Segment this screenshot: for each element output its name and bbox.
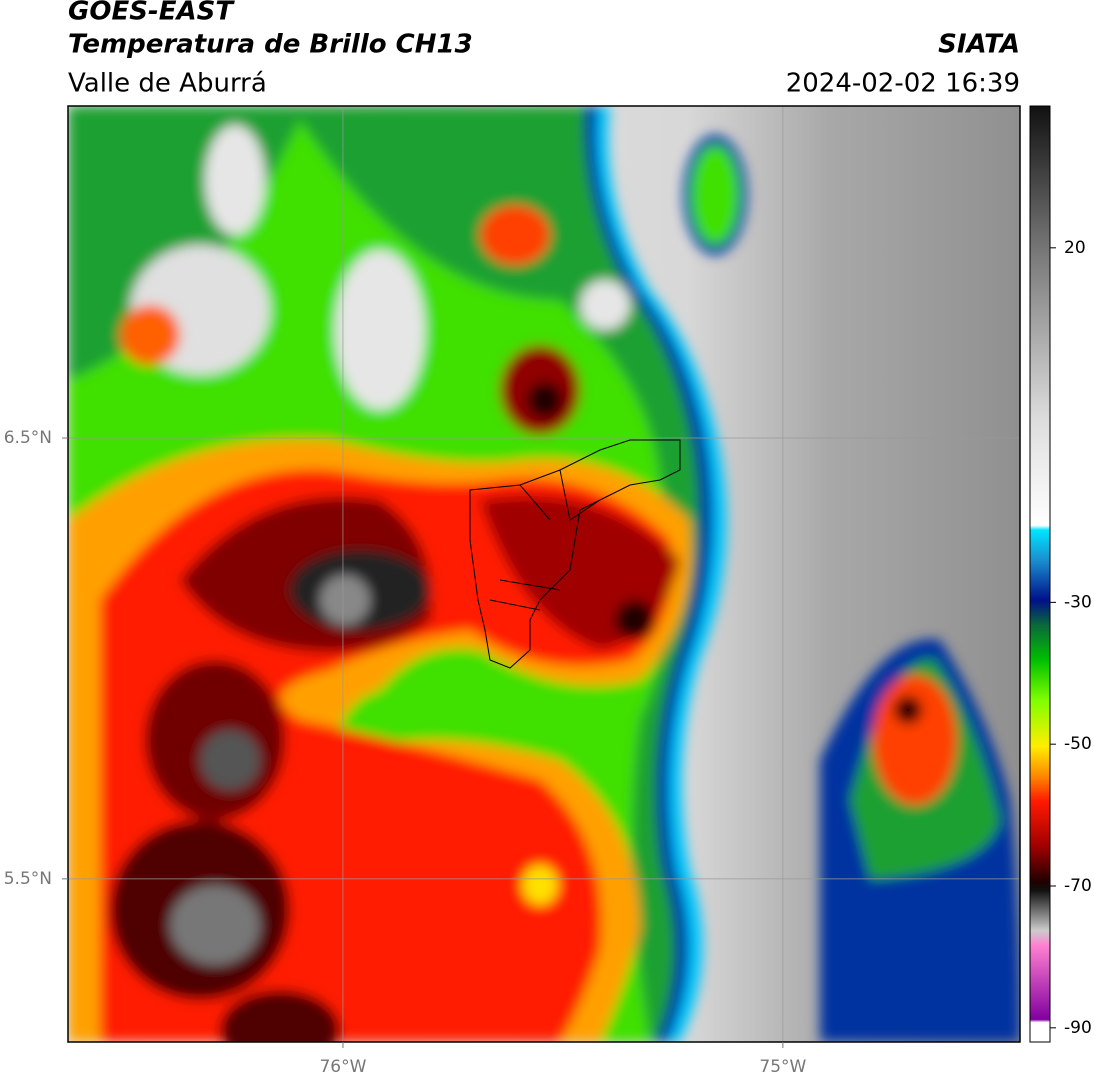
title: GOES-EAST <box>68 0 235 27</box>
colorbar <box>1029 105 1051 1043</box>
source: SIATA <box>938 30 1020 60</box>
map-frame <box>67 105 1021 1043</box>
colorbar-tick-label: -30 <box>1064 592 1092 612</box>
colorbar-tick-label: 20 <box>1064 238 1086 258</box>
y-tick-label: 5.5°N <box>4 869 52 889</box>
subtitle: Temperatura de Brillo CH13 <box>68 30 473 60</box>
satellite-image <box>68 106 1020 1042</box>
municipal-boundaries <box>469 439 681 669</box>
datetime: 2024-02-02 16:39 <box>786 69 1020 99</box>
y-tick-label: 6.5°N <box>4 428 52 448</box>
colorbar-tick-label: -90 <box>1064 1018 1092 1038</box>
colorbar-tick-label: -50 <box>1064 734 1092 754</box>
x-tick-label: 76°W <box>319 1057 366 1077</box>
colorbar-tick-label: -70 <box>1064 876 1092 896</box>
x-tick-label: 75°W <box>759 1057 806 1077</box>
region: Valle de Aburrá <box>68 69 267 99</box>
